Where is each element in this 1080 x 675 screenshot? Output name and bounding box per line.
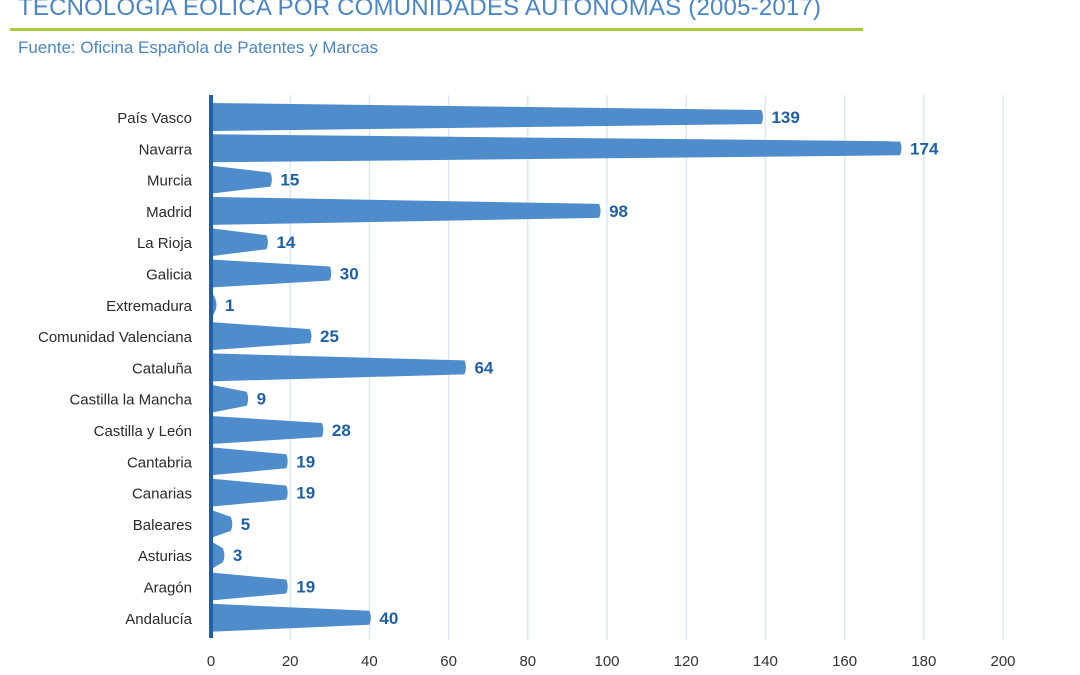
x-tick-label: 60 <box>440 653 457 670</box>
value-label: 19 <box>296 484 315 503</box>
category-label: Comunidad Valenciana <box>38 329 193 346</box>
x-tick-label: 20 <box>282 653 299 670</box>
value-label: 30 <box>340 265 359 284</box>
bar <box>211 416 324 444</box>
bar <box>211 353 466 382</box>
value-label: 1 <box>225 296 234 315</box>
category-label: Extremadura <box>106 298 193 315</box>
value-label: 19 <box>296 578 315 597</box>
value-label: 25 <box>320 327 339 346</box>
category-label: Canarias <box>132 486 192 503</box>
x-tick-label: 160 <box>832 653 857 670</box>
category-label: Cataluña <box>132 360 193 377</box>
bar <box>211 134 902 163</box>
bar <box>211 228 268 257</box>
value-label: 15 <box>280 171 299 190</box>
category-label: País Vasco <box>117 110 192 127</box>
bar <box>211 103 763 131</box>
x-tick-label: 40 <box>361 653 378 670</box>
chart-subtitle: Fuente: Oficina Española de Patentes y M… <box>18 38 379 57</box>
bar <box>211 509 233 538</box>
bar <box>211 322 312 351</box>
bar <box>211 165 272 194</box>
bar <box>211 478 288 507</box>
category-label: Castilla y León <box>94 423 192 440</box>
category-label: Galicia <box>146 267 193 284</box>
x-tick-label: 180 <box>911 653 936 670</box>
value-label: 139 <box>771 108 799 127</box>
category-label: Asturias <box>138 548 192 565</box>
x-tick-label: 80 <box>519 653 536 670</box>
value-label: 5 <box>241 515 250 534</box>
value-label: 9 <box>257 390 266 409</box>
value-label: 14 <box>276 233 295 252</box>
category-label: Baleares <box>133 517 192 534</box>
x-tick-label: 0 <box>207 653 215 670</box>
x-tick-label: 120 <box>674 653 699 670</box>
value-label: 64 <box>474 358 493 377</box>
value-label: 3 <box>233 546 242 565</box>
x-tick-label: 140 <box>753 653 778 670</box>
chart-title: TECNOLOGÍA EÓLICA POR COMUNIDADES AUTÓNO… <box>18 0 822 21</box>
bar <box>211 196 601 225</box>
category-label: Aragón <box>144 580 192 597</box>
bar <box>211 447 288 476</box>
category-label: Murcia <box>147 173 193 190</box>
value-label: 40 <box>379 609 398 628</box>
category-label: Castilla la Mancha <box>69 392 192 409</box>
category-label: Madrid <box>146 204 192 221</box>
category-label: Navarra <box>139 141 193 158</box>
bar <box>211 572 288 601</box>
category-label: Cantabria <box>127 454 193 471</box>
value-label: 98 <box>609 202 628 221</box>
x-tick-label: 200 <box>990 653 1015 670</box>
bar <box>211 384 249 413</box>
bar <box>211 541 225 570</box>
title-divider <box>10 28 863 31</box>
bar <box>211 259 332 288</box>
x-tick-label: 100 <box>594 653 619 670</box>
bar <box>211 603 371 632</box>
value-label: 19 <box>296 452 315 471</box>
category-label: La Rioja <box>137 235 193 252</box>
value-label: 28 <box>332 421 351 440</box>
value-label: 174 <box>910 139 939 158</box>
category-label: Andalucía <box>125 611 192 628</box>
